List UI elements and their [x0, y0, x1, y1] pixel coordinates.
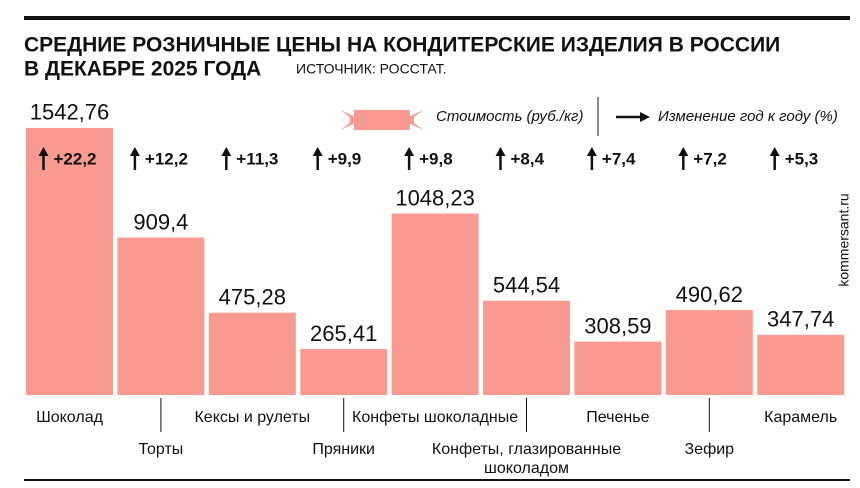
source: ИСТОЧНИК: РОССТАТ.	[296, 61, 447, 77]
category-label: Торты	[138, 441, 184, 458]
watermark: kommersant.ru	[836, 193, 852, 286]
category-label: Шоколад	[36, 409, 103, 426]
change-arrow-head	[129, 147, 140, 156]
value-label: 265,41	[310, 321, 377, 346]
bar	[117, 237, 205, 395]
bar	[757, 334, 845, 395]
value-label: 1048,23	[395, 185, 475, 210]
legend-arrow-head	[640, 112, 650, 122]
change-arrow-head	[586, 147, 597, 156]
change-arrow-head	[769, 147, 780, 156]
category-label: Карамель	[764, 409, 838, 426]
bar	[208, 312, 296, 395]
top-rule	[24, 16, 850, 20]
category-label: Кексы и рулеты	[194, 409, 311, 426]
change-arrow-head	[404, 147, 415, 156]
bar	[391, 213, 479, 395]
value-label: 347,74	[767, 307, 834, 332]
legend-label: Стоимость (руб./кг)	[436, 108, 583, 125]
category-label: Конфеты, глазированные шоколадом	[431, 441, 622, 477]
change-label: +12,2	[145, 149, 188, 168]
category-label: Печенье	[586, 409, 650, 426]
bar	[665, 310, 753, 395]
bar	[26, 127, 113, 396]
change-label: +9,9	[328, 149, 362, 168]
change-label: +7,4	[602, 149, 636, 168]
category-label: Конфеты шоколадные	[352, 409, 519, 426]
chart-title: СРЕДНИЕ РОЗНИЧНЫЕ ЦЕНЫ НА КОНДИТЕРСКИЕ И…	[24, 34, 780, 57]
bar	[483, 300, 570, 395]
category-label: Зефир	[684, 441, 735, 458]
bar	[300, 349, 388, 395]
change-label: +9,8	[419, 149, 453, 168]
value-label: 490,62	[676, 282, 743, 307]
change-label: +22,2	[54, 149, 97, 168]
chart-subtitle: В ДЕКАБРЕ 2025 ГОДА	[24, 58, 261, 81]
value-label: 544,54	[493, 273, 560, 298]
change-arrow-head	[312, 147, 323, 156]
change-arrow-head	[495, 147, 506, 156]
bottom-rule	[24, 479, 850, 481]
change-arrow-head	[678, 147, 689, 156]
category-label: Пряники	[312, 441, 375, 458]
bar	[574, 341, 662, 395]
change-label: +7,2	[693, 149, 727, 168]
value-label: 1542,76	[30, 100, 110, 125]
value-label: 308,59	[584, 313, 651, 338]
value-label: 909,4	[133, 209, 188, 234]
change-label: +5,3	[785, 149, 819, 168]
change-label: +11,3	[236, 149, 278, 168]
change-arrow-head	[38, 147, 49, 156]
change-arrow-head	[221, 147, 232, 156]
legend-swatch-body	[354, 110, 410, 130]
legend-label: Изменение год к году (%)	[658, 108, 838, 125]
change-label: +8,4	[511, 149, 545, 168]
value-label: 475,28	[219, 285, 286, 310]
